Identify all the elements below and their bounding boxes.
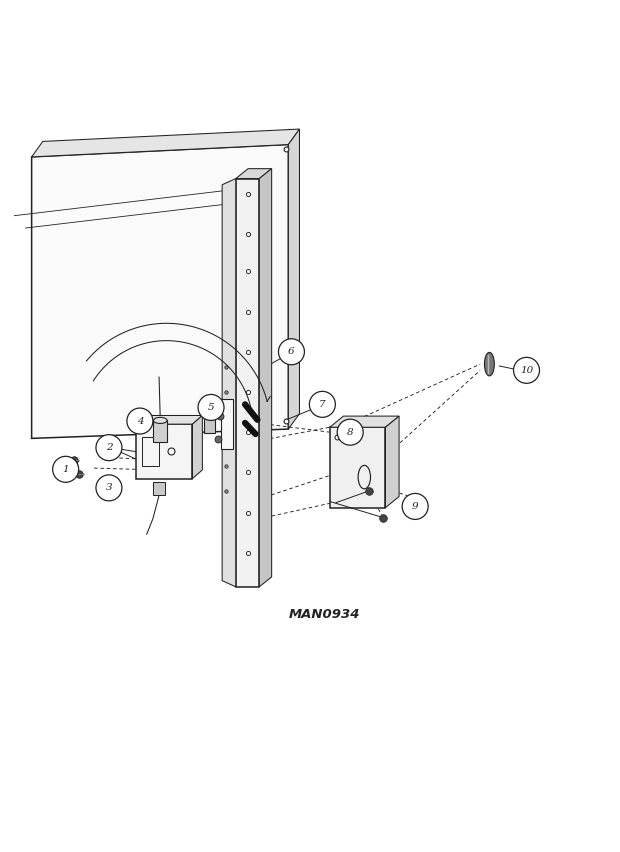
- Ellipse shape: [154, 417, 167, 423]
- Polygon shape: [236, 179, 259, 587]
- Text: 10: 10: [520, 366, 533, 375]
- Text: 5: 5: [208, 403, 215, 412]
- Circle shape: [96, 435, 122, 461]
- Text: 6: 6: [288, 348, 294, 356]
- Polygon shape: [386, 416, 399, 508]
- Polygon shape: [32, 145, 288, 439]
- Ellipse shape: [204, 413, 215, 419]
- Circle shape: [198, 394, 224, 420]
- Polygon shape: [330, 427, 386, 508]
- Text: 9: 9: [412, 502, 418, 511]
- Circle shape: [402, 493, 428, 520]
- Polygon shape: [136, 416, 202, 424]
- Text: 1: 1: [63, 465, 69, 474]
- Polygon shape: [136, 424, 192, 479]
- Polygon shape: [221, 400, 233, 449]
- Polygon shape: [192, 416, 202, 479]
- Circle shape: [309, 391, 335, 417]
- Polygon shape: [330, 416, 399, 427]
- Circle shape: [278, 339, 304, 365]
- Text: 8: 8: [347, 428, 353, 437]
- Circle shape: [513, 357, 539, 383]
- Circle shape: [127, 408, 153, 434]
- Polygon shape: [236, 169, 272, 179]
- Circle shape: [96, 475, 122, 501]
- Text: MAN0934: MAN0934: [288, 608, 360, 621]
- Polygon shape: [153, 481, 166, 495]
- Polygon shape: [32, 129, 299, 157]
- Polygon shape: [204, 416, 215, 434]
- Polygon shape: [288, 129, 299, 429]
- Text: 4: 4: [136, 417, 143, 425]
- Polygon shape: [259, 169, 272, 587]
- Text: 3: 3: [105, 483, 112, 492]
- Text: 7: 7: [319, 400, 326, 409]
- Circle shape: [337, 419, 363, 446]
- Ellipse shape: [484, 353, 494, 376]
- Polygon shape: [222, 179, 236, 587]
- Text: 2: 2: [105, 443, 112, 452]
- Polygon shape: [154, 420, 167, 442]
- Circle shape: [53, 457, 79, 482]
